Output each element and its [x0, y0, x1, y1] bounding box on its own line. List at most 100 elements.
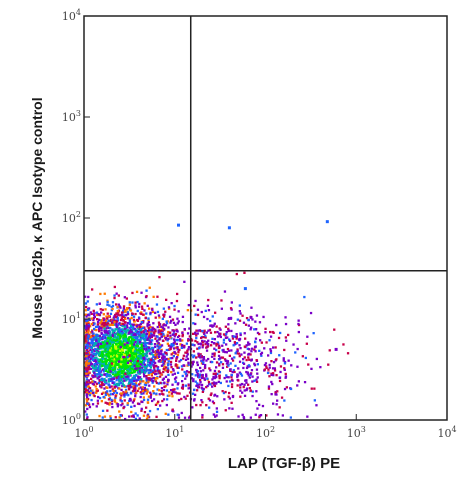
event-dot	[103, 383, 106, 386]
event-dot	[93, 313, 96, 317]
event-dot	[154, 316, 157, 319]
event-dot	[195, 403, 198, 407]
event-dot	[206, 317, 209, 321]
event-dot	[231, 394, 235, 398]
event-dot	[169, 360, 173, 364]
event-dot	[278, 376, 281, 379]
event-dot	[113, 323, 116, 326]
event-dot	[239, 389, 242, 392]
event-dot	[114, 385, 118, 388]
event-dot	[205, 373, 208, 376]
event-dot	[85, 381, 89, 384]
event-dot	[116, 313, 120, 316]
event-dot	[245, 381, 248, 384]
event-dot	[93, 338, 96, 341]
event-dot	[99, 326, 103, 330]
event-dot	[233, 370, 236, 374]
event-dot	[144, 388, 147, 391]
event-dot	[173, 338, 176, 341]
event-dot	[103, 292, 106, 295]
event-dot	[212, 383, 216, 386]
event-dot	[95, 390, 98, 393]
event-dot	[247, 364, 251, 367]
event-dot	[217, 350, 221, 353]
event-dot	[115, 312, 118, 315]
event-dot	[203, 378, 206, 381]
event-dot	[157, 329, 160, 332]
event-dot	[128, 347, 131, 350]
event-dot	[120, 394, 123, 397]
event-dot	[228, 391, 231, 395]
event-dot	[161, 359, 165, 362]
event-dot	[143, 375, 146, 378]
event-dot	[159, 325, 162, 329]
event-dot	[166, 339, 169, 342]
event-dot	[196, 370, 199, 373]
event-dot	[111, 344, 114, 347]
event-dot	[108, 324, 111, 327]
event-dot	[136, 300, 139, 304]
event-dot	[95, 344, 98, 347]
event-dot	[272, 372, 275, 375]
event-dot	[159, 381, 162, 384]
event-dot	[165, 357, 168, 361]
event-dot	[154, 328, 157, 331]
event-dot	[263, 363, 267, 367]
event-dot	[245, 317, 249, 320]
event-dot	[172, 321, 176, 324]
event-dot	[122, 328, 125, 332]
event-dot	[121, 384, 124, 388]
event-dot	[213, 357, 216, 360]
event-dot	[124, 417, 127, 421]
event-dot	[177, 351, 180, 354]
y-tick-label-3: 103	[62, 109, 81, 124]
event-dot	[199, 356, 202, 359]
event-dot	[117, 348, 120, 351]
event-dot	[187, 416, 191, 419]
event-dot	[132, 356, 135, 359]
event-dot	[90, 317, 93, 320]
event-dot	[118, 330, 122, 333]
event-dot	[145, 377, 148, 380]
event-dot	[152, 371, 155, 374]
event-dot	[103, 340, 107, 343]
event-dot	[132, 388, 135, 391]
event-dot	[227, 323, 230, 326]
event-dot	[129, 353, 132, 357]
event-dot	[215, 410, 219, 413]
event-dot	[156, 356, 159, 359]
event-dot	[109, 360, 112, 363]
event-dot	[278, 379, 282, 383]
event-dot	[106, 324, 109, 328]
event-dot	[114, 336, 117, 339]
event-dot	[187, 363, 190, 367]
event-dot	[271, 382, 274, 386]
event-dot	[123, 367, 127, 371]
event-dot	[259, 414, 263, 417]
event-dot	[254, 340, 257, 343]
event-dot	[201, 390, 204, 393]
event-dot	[175, 359, 178, 362]
event-dot	[162, 388, 166, 392]
event-dot	[224, 336, 228, 339]
event-dot	[224, 390, 227, 394]
event-dot	[305, 342, 308, 345]
event-dot	[125, 390, 128, 393]
event-dot	[114, 349, 117, 352]
event-dot	[90, 362, 94, 366]
event-dot	[108, 330, 111, 333]
event-dot	[178, 392, 181, 395]
event-dot	[142, 331, 146, 334]
event-dot	[84, 331, 87, 334]
event-dot	[126, 365, 130, 369]
event-dot	[206, 384, 209, 388]
event-dot	[127, 375, 130, 378]
event-dot	[133, 384, 136, 387]
event-dot	[155, 350, 158, 354]
event-dot	[111, 371, 114, 374]
event-dot	[148, 339, 151, 342]
event-dot	[201, 373, 204, 377]
event-dot	[222, 350, 225, 353]
event-dot	[102, 346, 105, 349]
event-dot	[282, 357, 285, 360]
